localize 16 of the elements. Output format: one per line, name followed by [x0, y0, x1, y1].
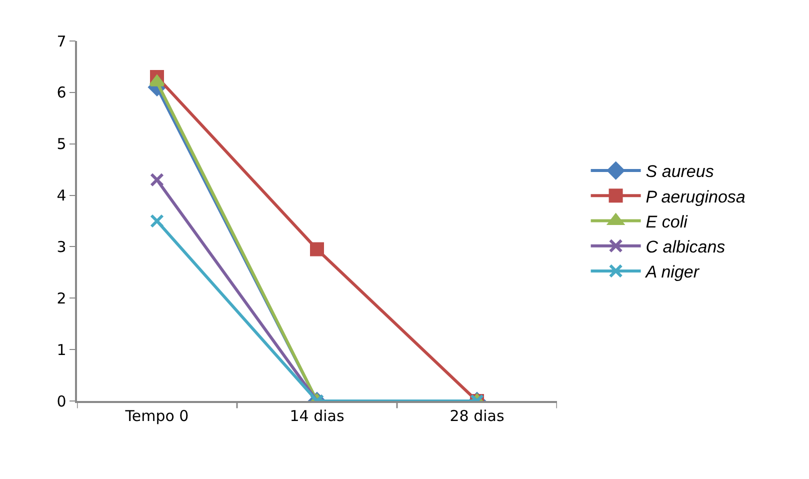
y-tick-label: 4: [56, 186, 66, 205]
legend-label: A niger: [644, 262, 700, 282]
y-tick-label: 7: [56, 32, 66, 50]
y-tick-label: 0: [56, 392, 66, 410]
y-tick-label: 2: [56, 289, 66, 308]
x-tick-label: 28 dias: [450, 406, 504, 425]
x-tick-label: Tempo 0: [124, 406, 189, 425]
x-tick-label: 14 dias: [290, 406, 344, 425]
y-tick-label: 6: [56, 84, 66, 102]
y-tick-label: 3: [56, 238, 66, 256]
legend-label: P aeruginosa: [646, 187, 746, 206]
legend-label: C albicans: [646, 237, 726, 256]
legend-label: S aureus: [646, 162, 714, 182]
y-tick-label: 5: [56, 135, 66, 154]
legend-label: E coli: [646, 212, 689, 232]
y-tick-label: 1: [56, 340, 66, 359]
